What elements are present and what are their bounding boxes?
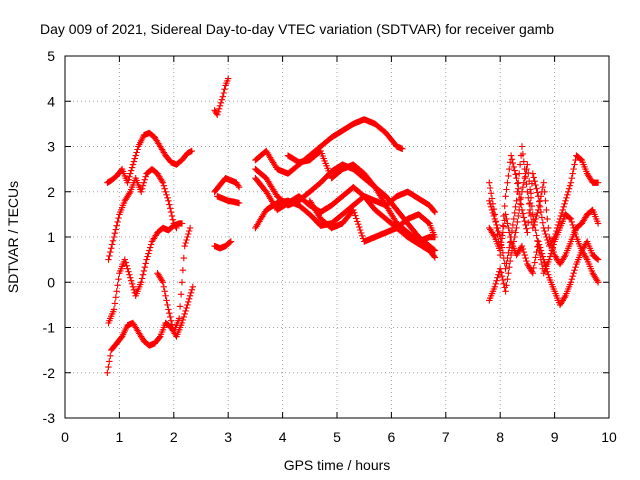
y-tick-label: 1 — [47, 229, 55, 245]
x-tick-label: 8 — [496, 429, 504, 445]
y-tick-label: 5 — [47, 48, 55, 64]
series-markers — [214, 193, 243, 207]
series-markers — [105, 165, 180, 263]
x-tick-label: 7 — [442, 429, 450, 445]
series-markers — [154, 224, 194, 336]
series-trace-o — [306, 197, 439, 245]
series-trace-g — [211, 175, 243, 195]
series-trace-c — [105, 220, 186, 327]
data-points — [104, 75, 602, 376]
y-tick-label: -2 — [43, 365, 56, 381]
x-tick-labels: 0 1 2 3 4 5 6 7 8 9 10 — [61, 429, 617, 445]
plot-frame — [64, 55, 610, 419]
series-trace-n — [284, 147, 439, 245]
y-tick-label: 0 — [47, 274, 55, 290]
grid-lines — [65, 56, 609, 418]
series-markers — [284, 147, 439, 245]
x-tick-label: 0 — [61, 429, 69, 445]
y-axis-title: SDTVAR / TECUs — [5, 181, 21, 293]
series-markers — [486, 143, 602, 272]
y-tick-labels: -3 -2 -1 0 1 2 3 4 5 — [43, 48, 56, 426]
series-trace-f — [211, 75, 232, 118]
x-tick-label: 6 — [388, 429, 396, 445]
series-markers — [211, 175, 243, 195]
series-trace-s — [486, 143, 602, 272]
x-tick-label: 1 — [116, 429, 124, 445]
x-axis-title: GPS time / hours — [284, 457, 391, 473]
series-trace-b — [105, 165, 180, 263]
series-markers — [105, 220, 186, 327]
series-markers — [211, 238, 235, 252]
series-markers — [211, 75, 232, 118]
x-tick-label: 2 — [170, 429, 178, 445]
y-tick-label: 4 — [47, 93, 55, 109]
x-tick-label: 3 — [224, 429, 232, 445]
series-trace-e — [154, 224, 194, 336]
x-tick-label: 9 — [551, 429, 559, 445]
series-markers — [104, 129, 195, 186]
series-markers — [306, 197, 439, 245]
y-tick-label: -3 — [43, 410, 56, 426]
x-tick-label: 10 — [601, 429, 617, 445]
series-trace-a — [104, 129, 195, 186]
series-trace-h — [214, 193, 243, 207]
x-tick-label: 4 — [279, 429, 287, 445]
x-tick-label: 5 — [333, 429, 341, 445]
y-tick-label: 3 — [47, 139, 55, 155]
series-trace-i — [211, 238, 235, 252]
y-tick-label: 2 — [47, 184, 55, 200]
y-tick-label: -1 — [43, 320, 56, 336]
chart-title: Day 009 of 2021, Sidereal Day-to-day VTE… — [40, 21, 554, 37]
